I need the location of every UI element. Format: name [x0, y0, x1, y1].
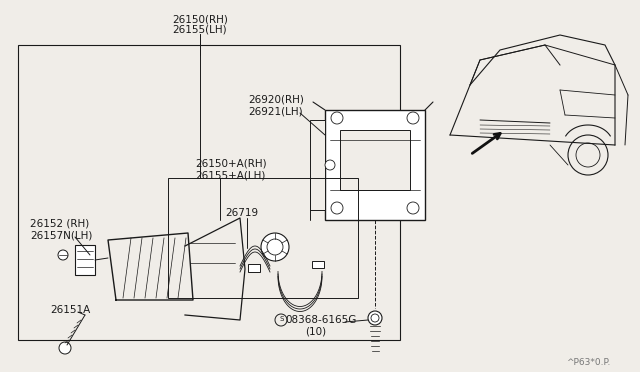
Circle shape [261, 233, 289, 261]
Circle shape [407, 112, 419, 124]
Text: S: S [279, 316, 284, 322]
Text: 26151A: 26151A [50, 305, 90, 315]
Circle shape [407, 202, 419, 214]
Circle shape [371, 314, 379, 322]
Text: 08368-6165G: 08368-6165G [285, 315, 356, 325]
Text: 26150(RH): 26150(RH) [172, 14, 228, 24]
Text: 26920(RH): 26920(RH) [248, 95, 304, 105]
Text: 26157N(LH): 26157N(LH) [30, 230, 92, 240]
Text: 26152 (RH): 26152 (RH) [30, 218, 89, 228]
Circle shape [331, 112, 343, 124]
Circle shape [58, 250, 68, 260]
Bar [340, 130, 410, 190]
Circle shape [368, 311, 382, 325]
Text: 26921(LH): 26921(LH) [248, 107, 303, 117]
Text: 26719: 26719 [225, 208, 258, 218]
Text: (10): (10) [305, 327, 326, 337]
Bar [18, 45, 400, 340]
Circle shape [331, 202, 343, 214]
Circle shape [576, 143, 600, 167]
Bar [248, 264, 260, 272]
Text: 26155+A(LH): 26155+A(LH) [195, 170, 266, 180]
Circle shape [267, 239, 283, 255]
Text: 26150+A(RH): 26150+A(RH) [195, 158, 267, 168]
Circle shape [568, 135, 608, 175]
Text: 26155(LH): 26155(LH) [173, 24, 227, 34]
Circle shape [59, 342, 71, 354]
Circle shape [325, 160, 335, 170]
Bar [325, 110, 425, 220]
Bar [168, 178, 358, 298]
Bar [310, 120, 325, 210]
Circle shape [275, 314, 287, 326]
Bar [75, 245, 95, 275]
Text: ^P63*0.P.: ^P63*0.P. [566, 358, 610, 367]
Bar [312, 261, 324, 268]
